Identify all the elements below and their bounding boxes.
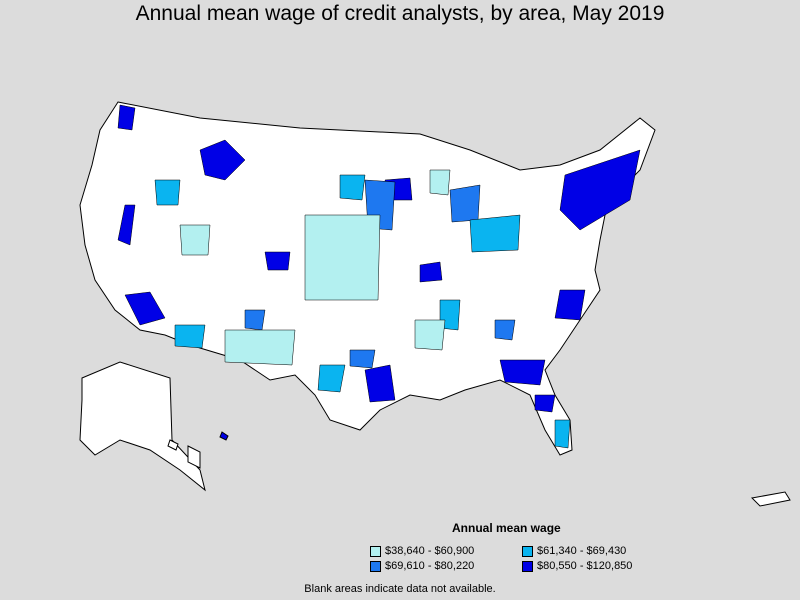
- legend-swatch: [370, 560, 381, 572]
- legend-swatch: [370, 545, 381, 557]
- legend-label: $69,610 - $80,220: [385, 560, 475, 572]
- wage-regions: [117, 104, 641, 449]
- legend-label: $80,550 - $120,850: [537, 560, 633, 572]
- legend: Annual mean wage $38,640 - $60,900 $61,3…: [370, 521, 680, 572]
- map-title: Annual mean wage of credit analysts, by …: [135, 2, 665, 25]
- legend-label: $61,340 - $69,430: [537, 545, 627, 557]
- puerto-rico: [750, 491, 791, 507]
- alaska: [79, 361, 206, 492]
- legend-swatch: [522, 560, 533, 572]
- legend-title: Annual mean wage: [452, 521, 561, 535]
- legend-item: $61,340 - $69,430: [522, 545, 674, 557]
- legend-item: $69,610 - $80,220: [370, 560, 522, 572]
- legend-grid: $38,640 - $60,900 $61,340 - $69,430 $69,…: [370, 545, 680, 572]
- legend-swatch: [522, 545, 533, 557]
- hawaii: [167, 431, 229, 469]
- legend-item: $38,640 - $60,900: [370, 545, 522, 557]
- legend-label: $38,640 - $60,900: [385, 545, 475, 557]
- footnote: Blank areas indicate data not available.: [304, 583, 496, 595]
- legend-item: $80,550 - $120,850: [522, 560, 674, 572]
